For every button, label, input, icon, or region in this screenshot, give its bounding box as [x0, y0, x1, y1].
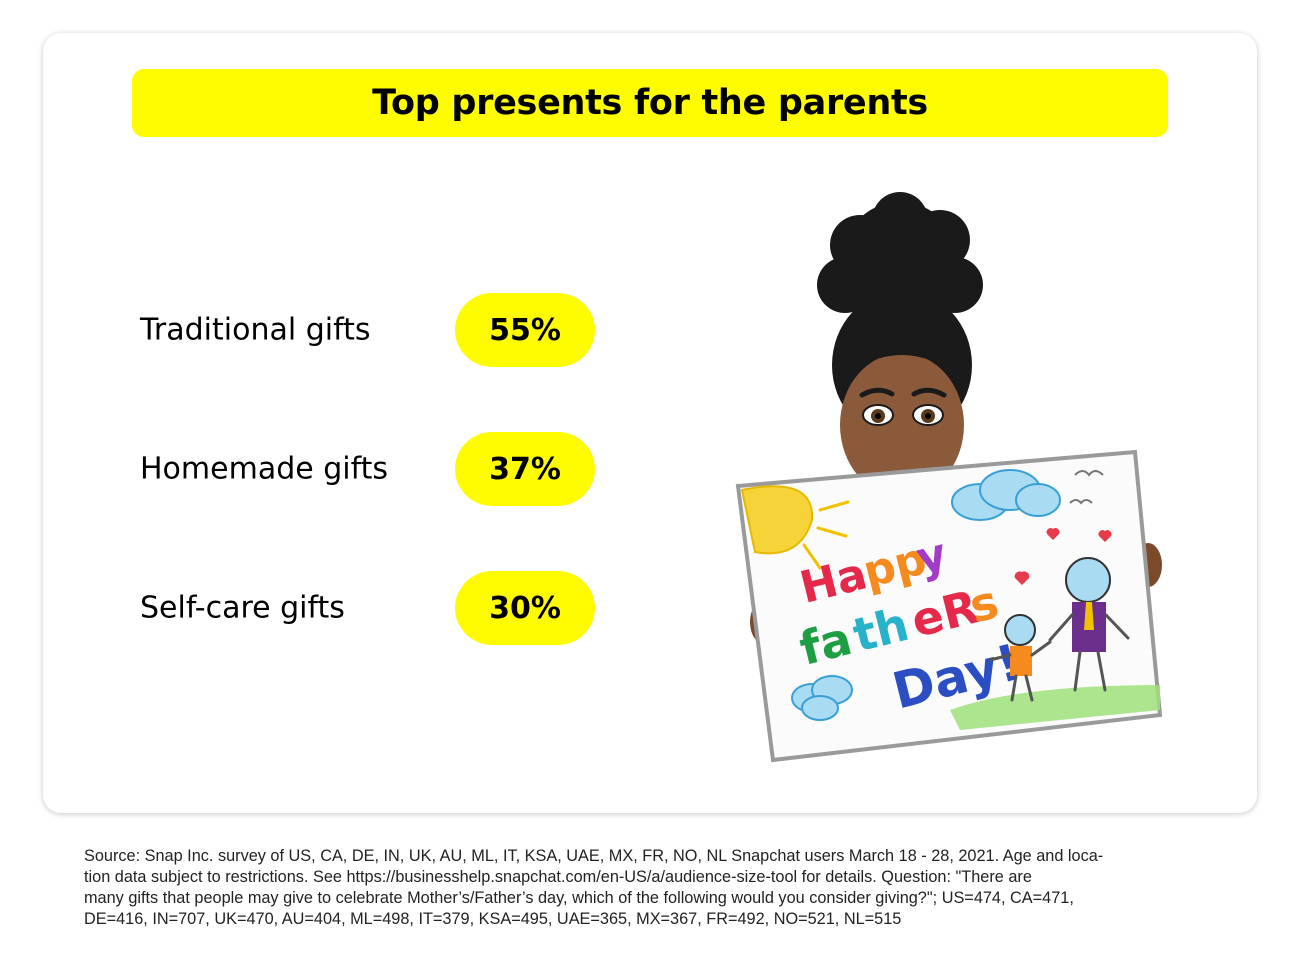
stat-value-pill: 30%: [455, 571, 595, 645]
stat-label: Self-care gifts: [140, 590, 345, 626]
title-banner: Top presents for the parents: [132, 69, 1168, 137]
source-line: many gifts that people may give to celeb…: [84, 889, 1074, 907]
svg-text:fa: fa: [794, 611, 857, 676]
stat-row-homemade: Homemade gifts 37%: [140, 432, 600, 506]
source-line: DE=416, IN=707, UK=470, AU=404, ML=498, …: [84, 910, 902, 928]
source-line: Source: Snap Inc. survey of US, CA, DE, …: [84, 847, 1104, 865]
source-footnote: Source: Snap Inc. survey of US, CA, DE, …: [84, 846, 1224, 930]
bitmoji-holding-card-icon: Ha pp y fa th eR s Day!: [720, 190, 1190, 780]
stat-label: Homemade gifts: [140, 451, 389, 487]
source-line: tion data subject to restrictions. See h…: [84, 868, 1032, 886]
stat-row-self-care: Self-care gifts 30%: [140, 571, 600, 645]
stat-label: Traditional gifts: [140, 312, 371, 348]
stat-row-traditional: Traditional gifts 55%: [140, 293, 600, 367]
stat-value-pill: 37%: [455, 432, 595, 506]
svg-text:th: th: [848, 597, 914, 663]
stat-value-pill: 55%: [455, 293, 595, 367]
page-title: Top presents for the parents: [372, 83, 928, 123]
